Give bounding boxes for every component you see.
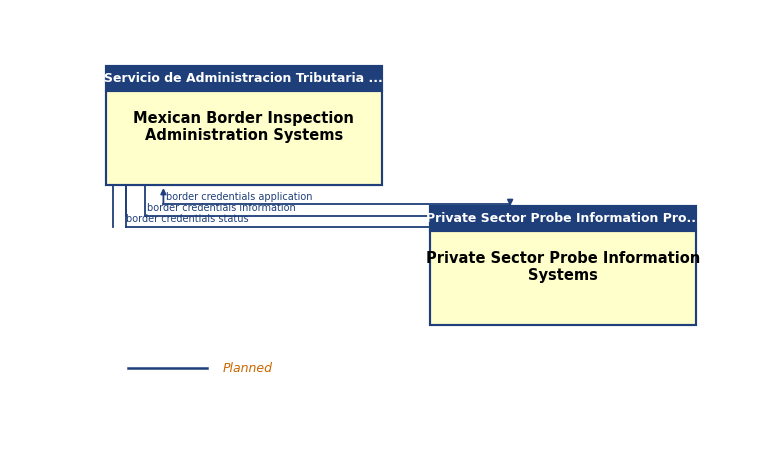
Text: border credentials application: border credentials application (167, 192, 313, 202)
Bar (431, 206, 696, 231)
Text: Mexican Border Inspection
Administration Systems: Mexican Border Inspection Administration… (133, 110, 354, 143)
Bar (106, 66, 382, 185)
Bar (106, 66, 382, 91)
Text: Servicio de Administracion Tributaria ...: Servicio de Administracion Tributaria ..… (104, 72, 383, 85)
Text: Planned: Planned (222, 362, 272, 375)
Bar (431, 231, 696, 325)
Text: Private Sector Probe Information
Systems: Private Sector Probe Information Systems (426, 251, 701, 283)
Bar (106, 91, 382, 185)
Text: Private Sector Probe Information Pro...: Private Sector Probe Information Pro... (426, 212, 701, 225)
Text: border credentials information: border credentials information (147, 203, 296, 213)
Text: border credentials status: border credentials status (126, 214, 249, 224)
Bar (431, 206, 696, 325)
